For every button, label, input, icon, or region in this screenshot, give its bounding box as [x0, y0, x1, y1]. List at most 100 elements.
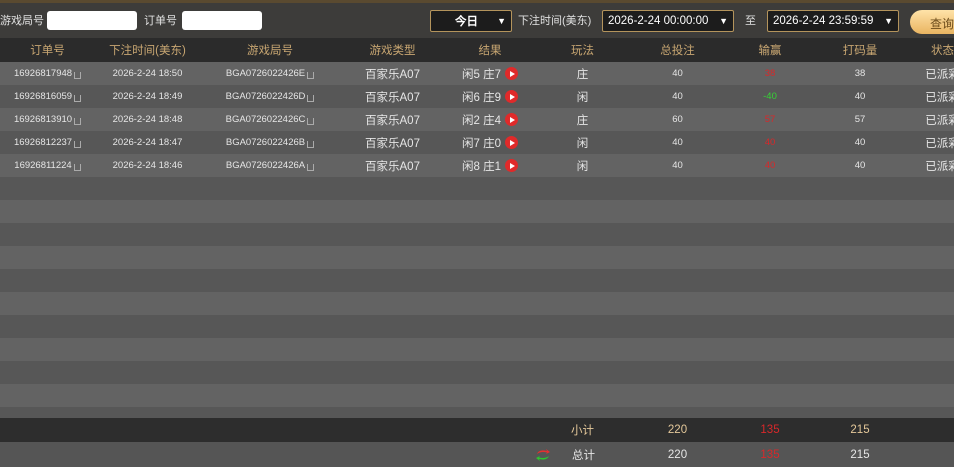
cell-time: 2026-2-24 18:47	[95, 131, 200, 154]
order-text: 16926816059	[13, 91, 73, 102]
play-video-icon[interactable]	[505, 67, 518, 80]
chevron-down-icon: ▼	[497, 16, 506, 26]
copy-icon[interactable]	[307, 72, 315, 79]
end-time-value: 2026-2-24 23:59:59	[773, 15, 874, 27]
cell-status: 已派彩	[905, 108, 954, 131]
win-text: -40	[763, 91, 777, 102]
order-text: 16926817948	[13, 68, 73, 79]
cell-win: 38	[725, 62, 815, 85]
round-text: BGA0726022426E	[225, 68, 306, 79]
copy-icon[interactable]	[73, 164, 81, 171]
bet-text: 40	[672, 160, 683, 171]
round-text: BGA0726022426C	[225, 114, 306, 125]
copy-icon[interactable]	[74, 118, 82, 125]
cell-code: 40	[815, 85, 905, 108]
cell-win: 57	[725, 108, 815, 131]
cell-game: 百家乐A07	[340, 62, 445, 85]
cell-status: 已派彩	[905, 62, 954, 85]
win-text: 57	[764, 114, 776, 125]
column-header-win: 输赢	[758, 45, 782, 57]
column-header-result: 结果	[478, 45, 502, 57]
period-value: 今日	[455, 16, 478, 28]
cell-play: 闲	[535, 85, 630, 108]
subtotal-row: 小计 220 135 215	[0, 418, 954, 442]
cell-result: 闲8 庄1	[445, 154, 535, 177]
refresh-icon[interactable]	[532, 442, 554, 467]
copy-icon[interactable]	[307, 118, 315, 125]
order-text: 16926811224	[14, 160, 72, 171]
empty-row	[0, 338, 954, 361]
copy-icon[interactable]	[307, 164, 315, 171]
bet-text: 40	[672, 91, 683, 102]
subtotal-bet: 220	[667, 424, 688, 436]
play-video-icon[interactable]	[505, 159, 518, 172]
cell-bet: 60	[630, 108, 725, 131]
play-text: 闲	[576, 91, 589, 104]
query-button[interactable]: 查询	[910, 10, 954, 34]
copy-icon[interactable]	[74, 95, 82, 102]
cell-status: 已派彩	[905, 85, 954, 108]
status-text: 已派彩	[925, 160, 954, 173]
copy-icon[interactable]	[74, 141, 82, 148]
cell-bet: 40	[630, 62, 725, 85]
cell-order: 16926812237	[0, 131, 95, 154]
empty-row	[0, 177, 954, 200]
time-text: 2026-2-24 18:47	[112, 137, 183, 148]
cell-order: 16926816059	[0, 85, 95, 108]
cell-time: 2026-2-24 18:49	[95, 85, 200, 108]
status-text: 已派彩	[925, 68, 954, 81]
cell-code: 57	[815, 108, 905, 131]
table-row: 16926811224 2026-2-24 18:46 BGA0726022426A…	[0, 154, 954, 177]
end-time-select[interactable]: 2026-2-24 23:59:59 ▼	[767, 10, 899, 32]
start-time-select[interactable]: 2026-2-24 00:00:00 ▼	[602, 10, 734, 32]
column-header-order: 订单号	[30, 45, 65, 57]
order-text: 16926812237	[13, 137, 73, 148]
cell-result: 闲5 庄7	[445, 62, 535, 85]
subtotal-win: 135	[760, 424, 780, 436]
table-header: 订单号 下注时间(美东) 游戏局号 游戏类型 结果 玩法 总投注 输赢 打码量 状态	[0, 38, 954, 62]
game-text: 百家乐A07	[365, 137, 420, 150]
empty-row	[0, 200, 954, 223]
empty-row	[0, 223, 954, 246]
status-text: 已派彩	[925, 137, 954, 150]
cell-result: 闲6 庄9	[445, 85, 535, 108]
copy-icon[interactable]	[307, 95, 315, 102]
column-header-time: 下注时间(美东)	[109, 45, 186, 57]
game-text: 百家乐A07	[365, 91, 420, 104]
empty-row	[0, 269, 954, 292]
cell-bet: 40	[630, 85, 725, 108]
play-video-icon[interactable]	[505, 136, 518, 149]
play-video-icon[interactable]	[505, 113, 518, 126]
cell-play: 庄	[535, 108, 630, 131]
subtotal-label: 小计	[571, 425, 594, 437]
round-text: BGA0726022426B	[225, 137, 306, 148]
round-label: 游戏局号	[0, 15, 44, 27]
copy-icon[interactable]	[307, 141, 315, 148]
result-text: 闲8 庄1	[462, 160, 501, 173]
cell-round: BGA0726022426A	[200, 154, 340, 177]
cell-order: 16926813910	[0, 108, 95, 131]
total-bet: 220	[667, 448, 688, 461]
cell-bet: 40	[630, 154, 725, 177]
code-text: 40	[854, 137, 866, 148]
win-text: 40	[764, 160, 776, 171]
cell-status: 已派彩	[905, 154, 954, 177]
play-video-icon[interactable]	[505, 90, 518, 103]
round-text: BGA0726022426D	[225, 91, 306, 102]
cell-code: 38	[815, 62, 905, 85]
bet-text: 40	[672, 137, 683, 148]
result-text: 闲2 庄4	[462, 114, 501, 127]
cell-win: 40	[725, 131, 815, 154]
order-input[interactable]	[182, 11, 262, 30]
cell-game: 百家乐A07	[340, 154, 445, 177]
total-row: 总计 220 135 215	[0, 442, 954, 467]
column-header-game: 游戏类型	[369, 45, 416, 57]
round-input[interactable]	[47, 11, 137, 30]
copy-icon[interactable]	[74, 72, 82, 79]
cell-result: 闲2 庄4	[445, 108, 535, 131]
game-text: 百家乐A07	[365, 68, 420, 81]
play-text: 庄	[576, 68, 589, 81]
period-select[interactable]: 今日 ▼	[430, 10, 512, 32]
column-header-status: 状态	[931, 45, 954, 57]
cell-time: 2026-2-24 18:50	[95, 62, 200, 85]
